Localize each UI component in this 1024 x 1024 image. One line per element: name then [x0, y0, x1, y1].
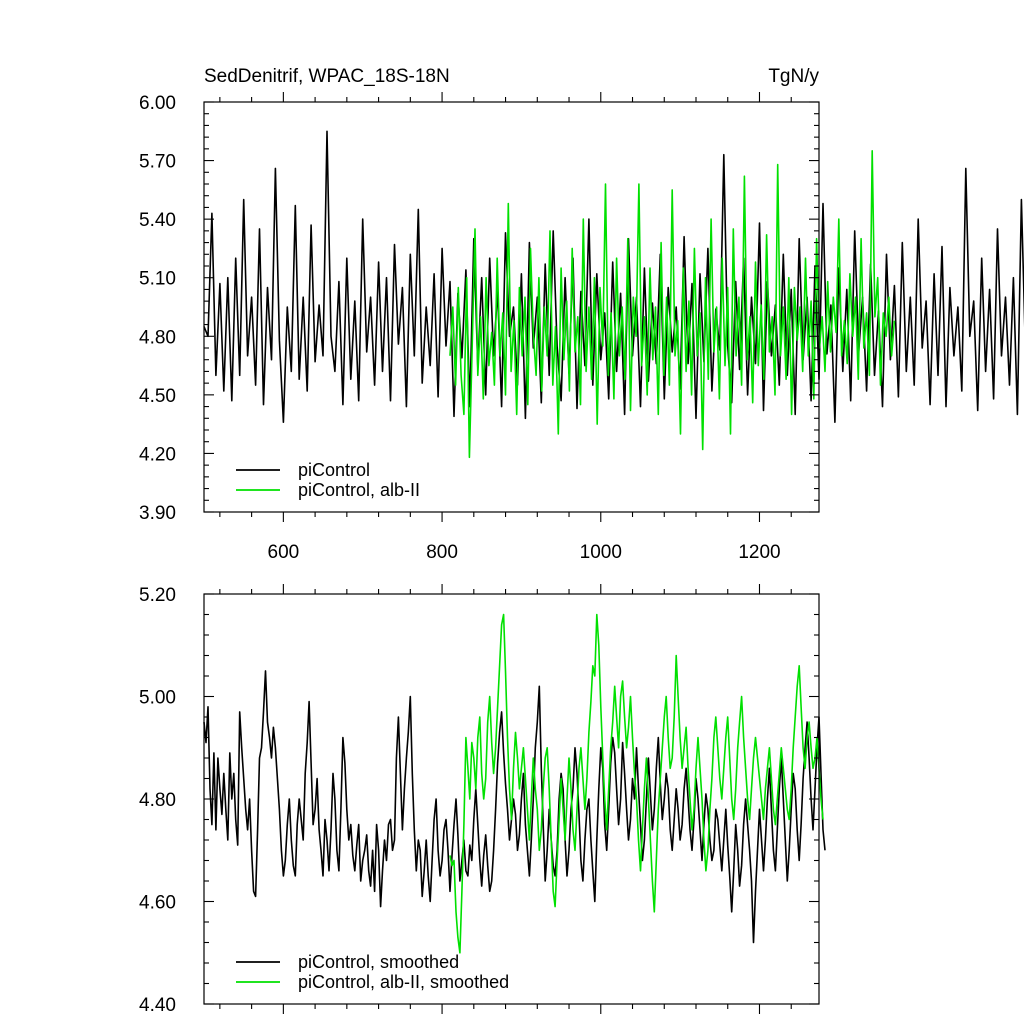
legend-label: piControl, alb-II, smoothed	[298, 972, 509, 992]
x-tick-label: 600	[268, 542, 300, 563]
y-tick-label: 5.00	[139, 688, 176, 709]
bottom-plot-frame	[203, 593, 820, 1005]
y-tick-label: 5.40	[139, 210, 176, 231]
y-tick-label: 5.20	[139, 585, 176, 606]
chart-title-units: TgN/y	[768, 66, 819, 87]
x-tick-label: 800	[426, 542, 458, 563]
y-tick-label: 4.40	[139, 995, 176, 1016]
y-tick-label: 3.90	[139, 503, 176, 524]
y-tick-label: 6.00	[139, 93, 176, 114]
bottom-series-line-picontrol	[203, 670, 826, 944]
y-tick-label: 4.60	[139, 893, 176, 914]
top-plot-frame	[203, 101, 820, 513]
legend-label: piControl	[298, 460, 370, 480]
top-panel: SedDenitrif, WPAC_18S-18N TgN/y 3.90 4.20…	[139, 66, 1024, 563]
bottom-series-line-alb-ii	[449, 613, 824, 954]
legend-label: piControl, smoothed	[298, 952, 459, 972]
y-tick-label: 4.80	[139, 790, 176, 811]
y-tick-label: 4.80	[139, 327, 176, 348]
y-tick-label: 5.10	[139, 269, 176, 290]
y-tick-label: 4.50	[139, 386, 176, 407]
x-tick-label: 1000	[580, 542, 622, 563]
bottom-panel: 4.40 4.60 4.80 5.00 5.20 piControl, smoothed…	[139, 584, 826, 1016]
top-series-line-alb-ii	[449, 150, 896, 459]
x-tick-label: 1200	[738, 542, 780, 563]
chart-title-left: SedDenitrif, WPAC_18S-18N	[204, 66, 450, 87]
legend-label: piControl, alb-II	[298, 480, 420, 500]
y-tick-label: 4.20	[139, 444, 176, 465]
y-tick-label: 5.70	[139, 152, 176, 173]
